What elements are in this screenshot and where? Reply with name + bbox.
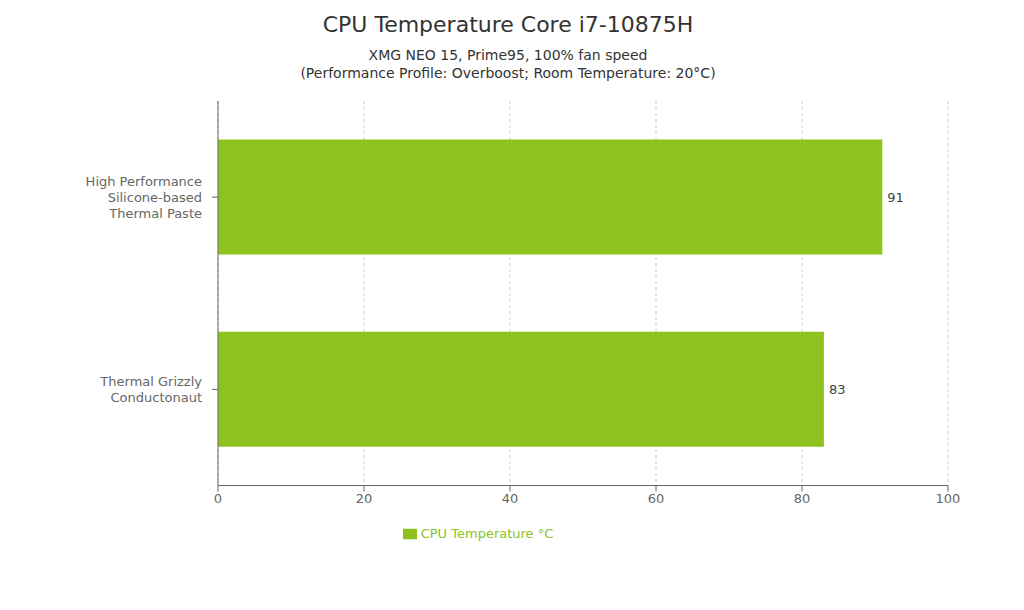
svg-text:83: 83 (829, 382, 846, 397)
svg-text:High PerformanceSilicone-based: High PerformanceSilicone-basedThermal Pa… (86, 174, 202, 221)
svg-text:80: 80 (794, 491, 811, 506)
svg-text:40: 40 (502, 491, 519, 506)
svg-text:20: 20 (356, 491, 373, 506)
svg-text:Thermal GrizzlyConductonaut: Thermal GrizzlyConductonaut (99, 374, 202, 405)
svg-text:60: 60 (648, 491, 665, 506)
html-text:CPU Temperature °C: CPU Temperature °C (420, 525, 554, 541)
html-text:CPU Temperature Core i7-10875H: CPU Temperature Core i7-10875H (322, 12, 694, 37)
svg-text:100: 100 (936, 491, 961, 506)
svg-text:91: 91 (887, 190, 904, 205)
svg-text:0: 0 (214, 491, 222, 506)
html-text:XMG NEO 15, Prime95, 100% fan: XMG NEO 15, Prime95, 100% fan speed (368, 47, 648, 63)
html-text:(Performance Profile: Overboos: (Performance Profile: Overboost; Room Te… (300, 65, 716, 81)
